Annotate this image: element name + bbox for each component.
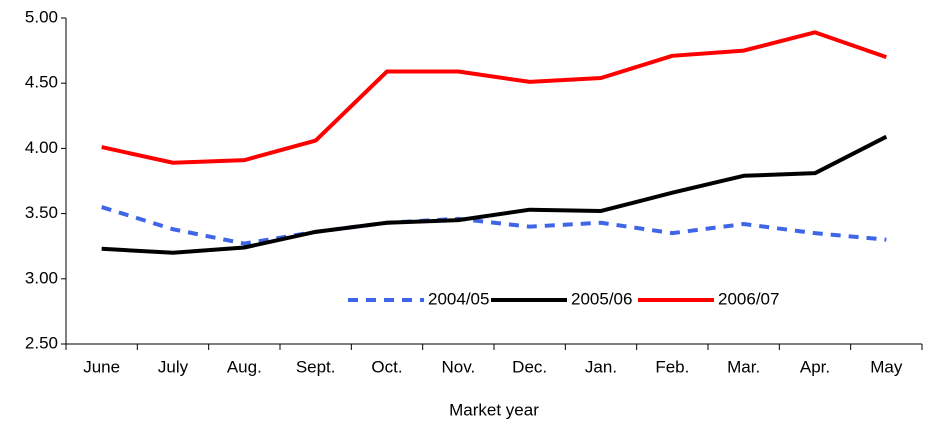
x-tick-label: Aug. (227, 357, 262, 376)
legend-label: 2005/06 (571, 289, 632, 308)
x-tick-label: Nov. (441, 357, 475, 376)
x-axis-title: Market year (449, 400, 539, 419)
x-tick-label: May (870, 357, 903, 376)
y-tick-label: 4.50 (25, 73, 58, 92)
series-line (101, 30, 887, 165)
y-tick-label: 4.00 (25, 138, 58, 157)
x-tick-label: Jan. (585, 357, 617, 376)
x-tick-label: Apr. (800, 357, 830, 376)
x-tick-label: Sept. (296, 357, 336, 376)
series-line (101, 205, 887, 246)
x-tick-label: Feb. (655, 357, 689, 376)
x-tick-label: Mar. (727, 357, 760, 376)
series-line (101, 134, 888, 255)
legend-label: 2004/05 (428, 289, 489, 308)
y-tick-label: 2.50 (25, 333, 58, 352)
x-tick-label: Dec. (512, 357, 547, 376)
x-tick-label: Oct. (371, 357, 402, 376)
y-tick-label: 5.00 (25, 7, 58, 26)
x-tick-label: July (158, 357, 189, 376)
x-tick-label: June (83, 357, 120, 376)
y-tick-label: 3.50 (25, 203, 58, 222)
legend-label: 2006/07 (718, 289, 779, 308)
y-tick-label: 3.00 (25, 268, 58, 287)
